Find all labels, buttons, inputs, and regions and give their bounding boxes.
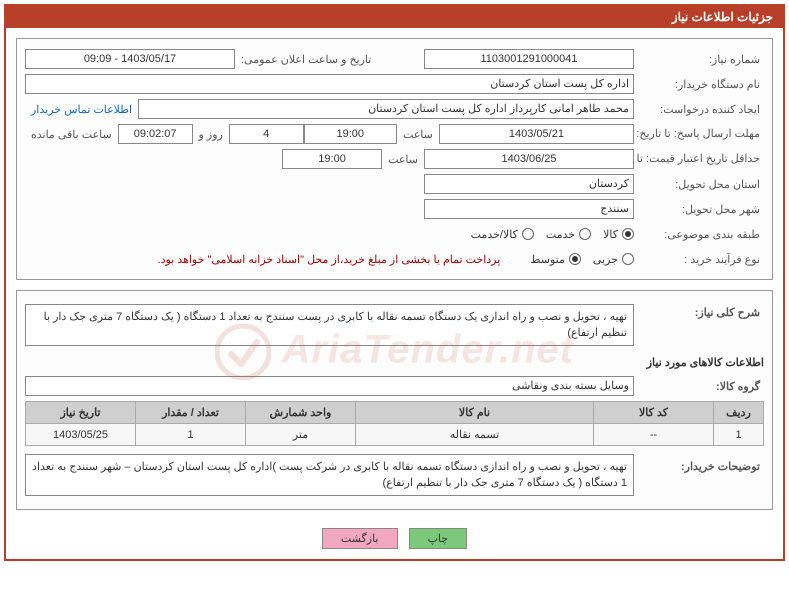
goods-group-label: گروه کالا: bbox=[634, 380, 764, 393]
price-valid-time-field: 19:00 bbox=[282, 149, 382, 169]
remaining-days-field: 4 bbox=[229, 124, 304, 144]
delivery-city-field: سنندج bbox=[424, 199, 634, 219]
radio-kala-label: کالا bbox=[603, 228, 618, 241]
main-frame: جزئیات اطلاعات نیاز شماره نیاز: 11030012… bbox=[4, 4, 785, 561]
price-valid-date-field: 1403/06/25 bbox=[424, 149, 634, 169]
days-and-label: روز و bbox=[193, 128, 229, 141]
th-row: ردیف bbox=[714, 402, 764, 424]
delivery-province-label: استان محل تحویل: bbox=[634, 178, 764, 191]
goods-table: ردیف کد کالا نام کالا واحد شمارش تعداد /… bbox=[25, 401, 764, 446]
cell-code: -- bbox=[594, 424, 714, 446]
table-row: 1 -- تسمه نقاله متر 1 1403/05/25 bbox=[26, 424, 764, 446]
contact-buyer-link[interactable]: اطلاعات تماس خریدار bbox=[25, 103, 138, 116]
hour-label-2: ساعت bbox=[382, 153, 424, 166]
panel-goods: شرح کلی نیاز: تهیه ، تحویل و نصب و راه ا… bbox=[16, 290, 773, 510]
response-deadline-date-field: 1403/05/21 bbox=[439, 124, 634, 144]
th-code: کد کالا bbox=[594, 402, 714, 424]
hour-label-1: ساعت bbox=[397, 128, 439, 141]
goods-info-title: اطلاعات کالاهای مورد نیاز bbox=[25, 356, 764, 369]
radio-jozi-label: جزیی bbox=[593, 253, 618, 266]
delivery-city-label: شهر محل تحویل: bbox=[634, 203, 764, 216]
requester-label: ایجاد کننده درخواست: bbox=[634, 103, 764, 116]
requester-field: محمد طاهر امانی کارپرداز اداره کل پست اس… bbox=[138, 99, 634, 119]
cell-unit: متر bbox=[246, 424, 356, 446]
radio-jozi[interactable]: جزیی bbox=[593, 253, 634, 266]
table-header-row: ردیف کد کالا نام کالا واحد شمارش تعداد /… bbox=[26, 402, 764, 424]
radio-khadamat-label: خدمت bbox=[546, 228, 575, 241]
buyer-org-field: اداره کل پست استان کردستان bbox=[25, 74, 634, 94]
radio-kala-khadamat[interactable]: کالا/خدمت bbox=[471, 228, 534, 241]
goods-group-field: وسایل بسته بندی ونقاشی bbox=[25, 376, 634, 396]
print-button[interactable]: چاپ bbox=[409, 528, 468, 549]
radio-khadamat[interactable]: خدمت bbox=[546, 228, 591, 241]
buyer-org-label: نام دستگاه خریدار: bbox=[634, 78, 764, 91]
header-title: جزئیات اطلاعات نیاز bbox=[6, 6, 783, 28]
th-date: تاریخ نیاز bbox=[26, 402, 136, 424]
main-desc-field: تهیه ، تحویل و نصب و راه اندازی یک دستگا… bbox=[25, 304, 634, 346]
radio-icon bbox=[622, 228, 634, 240]
process-radio-group: جزیی متوسط bbox=[530, 253, 634, 266]
radio-kala[interactable]: کالا bbox=[603, 228, 634, 241]
response-deadline-time-field: 19:00 bbox=[304, 124, 397, 144]
radio-icon bbox=[579, 228, 591, 240]
announce-date-label: تاریخ و ساعت اعلان عمومی: bbox=[235, 53, 377, 66]
panel-general: شماره نیاز: 1103001291000041 تاریخ و ساع… bbox=[16, 38, 773, 280]
need-number-label: شماره نیاز: bbox=[634, 53, 764, 66]
buyer-notes-label: توضیحات خریدار: bbox=[634, 450, 764, 473]
category-label: طبقه بندی موضوعی: bbox=[634, 228, 764, 241]
cell-row: 1 bbox=[714, 424, 764, 446]
th-unit: واحد شمارش bbox=[246, 402, 356, 424]
remaining-suffix-label: ساعت باقی مانده bbox=[25, 128, 118, 141]
process-label: نوع فرآیند خرید : bbox=[634, 253, 764, 266]
need-number-field: 1103001291000041 bbox=[424, 49, 634, 69]
price-valid-label: حداقل تاریخ اعتبار قیمت: تا تاریخ: bbox=[634, 153, 764, 165]
buyer-notes-field: تهیه ، تحویل و نصب و راه اندازی دستگاه ت… bbox=[25, 454, 634, 496]
response-deadline-label: مهلت ارسال پاسخ: تا تاریخ: bbox=[634, 128, 764, 140]
announce-date-field: 1403/05/17 - 09:09 bbox=[25, 49, 235, 69]
cell-name: تسمه نقاله bbox=[356, 424, 594, 446]
radio-kala-khadamat-label: کالا/خدمت bbox=[471, 228, 518, 241]
delivery-province-field: کردستان bbox=[424, 174, 634, 194]
radio-icon bbox=[522, 228, 534, 240]
radio-icon bbox=[622, 253, 634, 265]
radio-motavasset-label: متوسط bbox=[530, 253, 565, 266]
cell-qty: 1 bbox=[136, 424, 246, 446]
radio-icon bbox=[569, 253, 581, 265]
payment-note: پرداخت تمام یا بخشی از مبلغ خرید،از محل … bbox=[152, 253, 531, 266]
th-name: نام کالا bbox=[356, 402, 594, 424]
footer-buttons: چاپ بازگشت bbox=[6, 520, 783, 559]
remaining-time-field: 09:02:07 bbox=[118, 124, 193, 144]
category-radio-group: کالا خدمت کالا/خدمت bbox=[471, 228, 634, 241]
back-button[interactable]: بازگشت bbox=[322, 528, 398, 549]
th-qty: تعداد / مقدار bbox=[136, 402, 246, 424]
radio-motavasset[interactable]: متوسط bbox=[530, 253, 581, 266]
main-desc-label: شرح کلی نیاز: bbox=[634, 300, 764, 319]
cell-date: 1403/05/25 bbox=[26, 424, 136, 446]
